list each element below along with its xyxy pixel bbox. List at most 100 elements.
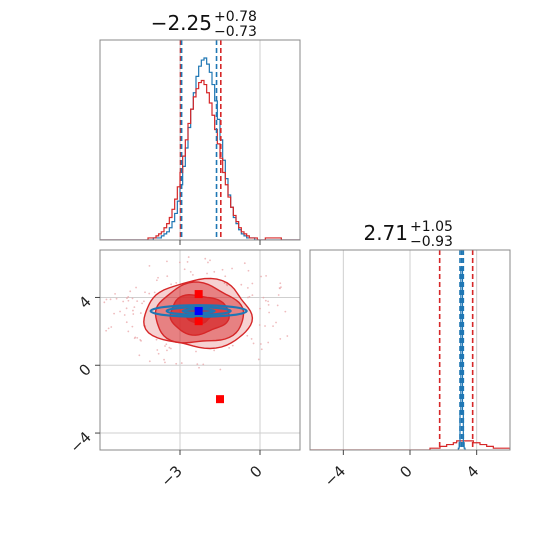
sample-point xyxy=(226,284,229,287)
sample-point xyxy=(276,304,279,307)
sample-point xyxy=(164,345,166,347)
sample-point xyxy=(228,347,231,349)
sample-point xyxy=(135,286,137,289)
sample-point xyxy=(157,276,159,279)
marginal-title-x1-value: −2.25 xyxy=(151,11,212,35)
sample-point xyxy=(221,268,224,271)
sample-point xyxy=(133,306,136,309)
sample-point xyxy=(132,313,135,315)
sample-point xyxy=(138,354,141,357)
sample-point xyxy=(260,348,263,351)
sample-point xyxy=(277,294,280,296)
sample-point xyxy=(202,363,205,366)
sample-point xyxy=(163,358,165,361)
sample-point xyxy=(143,300,145,303)
sample-point xyxy=(279,282,282,285)
sample-point xyxy=(141,302,143,305)
sample-point xyxy=(246,334,249,337)
sample-point xyxy=(250,338,253,340)
sample-point xyxy=(148,264,151,267)
sample-point xyxy=(156,349,159,351)
sample-point xyxy=(191,273,194,276)
sample-point xyxy=(207,261,209,264)
gridlines xyxy=(342,250,478,450)
sample-point xyxy=(264,325,266,327)
sample-point xyxy=(170,283,172,286)
sample-point xyxy=(246,287,249,289)
joint-contour-x1-x2: −3 0 −4 0 4 xyxy=(66,249,301,490)
sample-point xyxy=(107,327,110,330)
sample-point xyxy=(123,314,126,316)
sample-point xyxy=(175,281,178,284)
sample-point xyxy=(103,301,106,304)
red-marker xyxy=(216,395,224,404)
sample-point xyxy=(265,274,267,277)
sample-point xyxy=(136,300,139,303)
sample-point xyxy=(164,361,166,364)
red-marker xyxy=(194,290,203,299)
marginal-title-x2-sub: −0.93 xyxy=(410,234,453,250)
sample-point xyxy=(272,325,274,328)
sample-point xyxy=(257,358,260,361)
sample-point xyxy=(251,282,254,285)
sample-point xyxy=(196,363,199,366)
sample-point xyxy=(119,310,121,313)
sample-point xyxy=(127,296,130,298)
sample-point xyxy=(189,271,192,273)
sample-point xyxy=(198,366,200,369)
sample-point xyxy=(213,349,216,352)
sample-point xyxy=(133,337,136,340)
sample-point xyxy=(155,279,158,282)
sample-point xyxy=(169,347,172,350)
histogram-series-1 xyxy=(100,79,300,240)
sample-point xyxy=(259,343,262,345)
sample-point xyxy=(126,297,128,300)
sample-point xyxy=(231,344,234,347)
x-ticks: −3 0 xyxy=(157,450,266,490)
sample-point xyxy=(165,343,168,346)
sample-point xyxy=(127,330,130,333)
sample-point xyxy=(155,338,158,341)
x-tick-label: 4 xyxy=(463,462,482,481)
sample-point xyxy=(240,283,243,286)
sample-point xyxy=(219,368,222,371)
sample-point xyxy=(136,336,139,339)
sample-point xyxy=(178,261,181,264)
sample-point xyxy=(275,321,277,324)
sample-point xyxy=(247,296,249,299)
sample-point xyxy=(105,298,108,301)
sample-point xyxy=(183,268,186,271)
sample-point xyxy=(129,290,132,293)
sample-point xyxy=(166,275,169,278)
blue-contour-2 xyxy=(149,304,248,318)
sample-point xyxy=(132,309,134,312)
marginal-title-x1-sub: −0.73 xyxy=(214,24,257,40)
x-tick-label: 0 xyxy=(246,462,265,481)
sample-point xyxy=(125,307,128,310)
sample-point xyxy=(109,298,112,301)
marginal-title-x2-value: 2.71 xyxy=(363,221,408,245)
marginal-title-x2-sup: +1.05 xyxy=(410,219,453,235)
sample-point xyxy=(267,341,270,344)
sample-point xyxy=(148,292,151,295)
sample-point xyxy=(180,362,183,364)
sample-point xyxy=(247,269,250,272)
sample-point xyxy=(260,275,262,278)
sample-point xyxy=(243,262,246,265)
sample-point xyxy=(195,350,197,353)
sample-point xyxy=(251,294,254,297)
sample-point xyxy=(206,272,208,275)
sample-point xyxy=(267,300,269,303)
sample-point xyxy=(252,342,255,345)
sample-point xyxy=(258,324,261,326)
sample-point xyxy=(131,297,134,300)
x-ticks xyxy=(179,240,261,245)
sample-point xyxy=(122,300,125,303)
sample-point xyxy=(213,270,216,273)
blue-marker xyxy=(194,307,203,316)
sample-point xyxy=(115,297,118,300)
sample-point xyxy=(259,307,261,310)
x-tick-label: 0 xyxy=(396,462,415,481)
sample-point xyxy=(204,257,207,260)
sample-point xyxy=(186,261,189,263)
